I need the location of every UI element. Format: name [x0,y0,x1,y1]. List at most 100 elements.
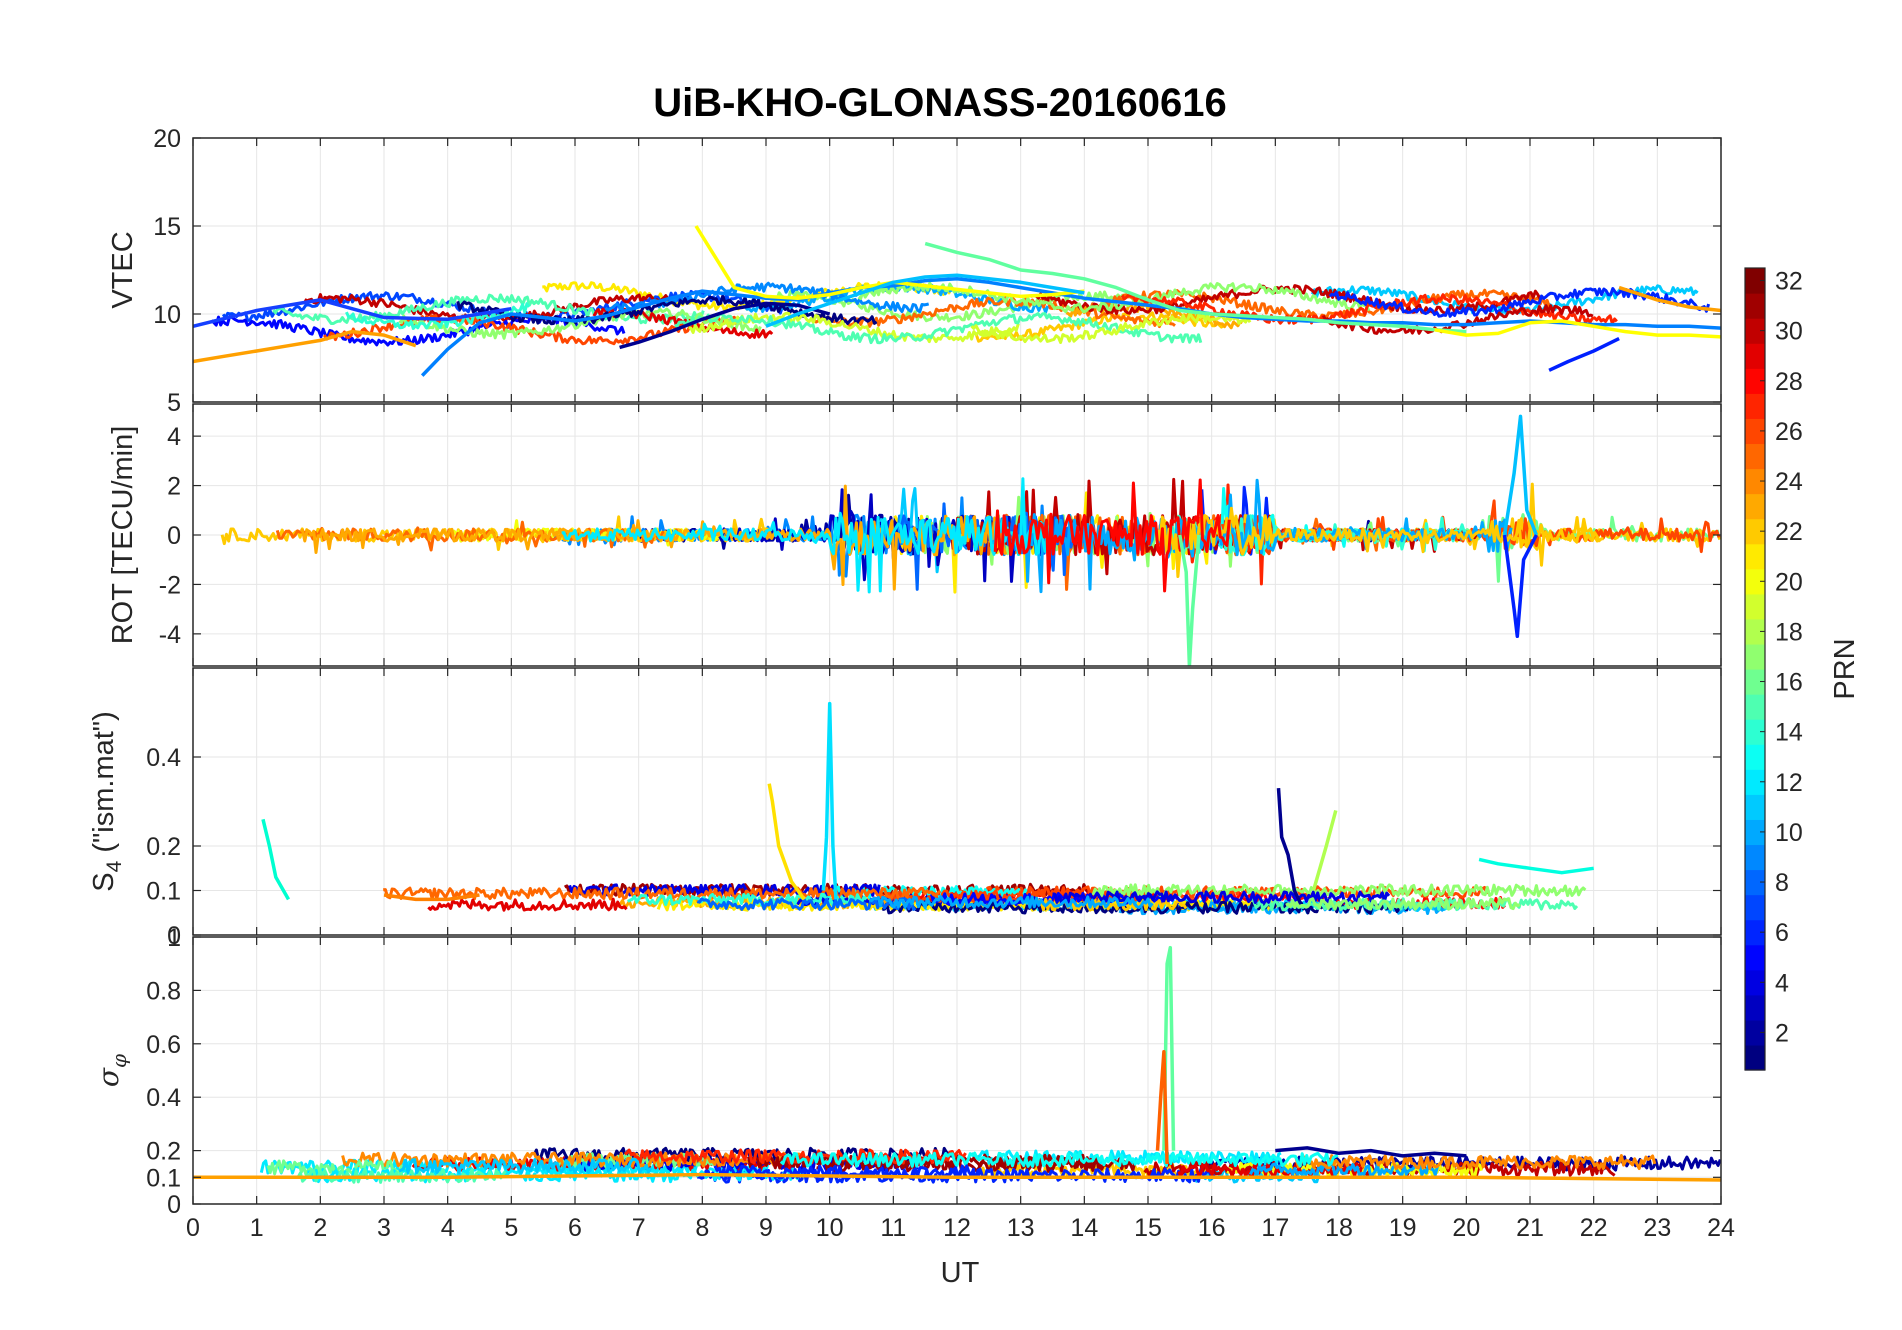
series-line [1478,857,1594,875]
series-line [1618,285,1721,313]
data-area [193,225,1721,377]
trace-line [561,477,1049,594]
colorbar-segment [1745,393,1765,419]
x-tick-label: 15 [1134,1214,1162,1242]
panel-vtec: 5 10 15 20 VTEC [107,125,1722,417]
x-tick-label: 24 [1707,1214,1735,1242]
series-line [1502,414,1539,536]
trace-line [623,1148,967,1165]
x-axis-label: UT [941,1257,980,1289]
series-line [1275,1146,1467,1158]
trace-line [974,311,1225,343]
colorbar-tick-label: 20 [1775,568,1803,596]
colorbar-segment [1745,368,1765,394]
trace-line [1156,482,1604,578]
y-tick-label: 10 [153,301,181,329]
colorbar-segment [1745,794,1765,820]
colorbar-segment [1745,844,1765,871]
x-tick-label: 18 [1325,1214,1353,1242]
trace-line [398,307,762,340]
y-tick-label: 15 [153,213,181,241]
x-tick-label: 1 [250,1214,264,1242]
x-tick-label: 2 [313,1214,327,1242]
x-tick-label: 16 [1198,1214,1226,1242]
colorbar-segment [1745,1044,1765,1071]
y-tick-label: 5 [167,389,181,417]
x-tick-labels: 0 1 2 3 4 5 6 7 8 9 10 11 12 13 14 15 16 17 18 19 20 21 22 23 24 [186,1214,1735,1242]
colorbar-segment [1745,468,1765,495]
data-area [193,945,1721,1184]
colorbar-segment [1745,944,1765,971]
y-tick-label: 20 [153,125,181,153]
colorbar-segment [1745,894,1765,921]
colorbar-segment [1745,869,1765,896]
series-line [1276,787,1303,905]
trace-line [811,295,1176,329]
trace-line [869,895,1154,910]
x-tick-label: 22 [1580,1214,1608,1242]
colorbar-tick-label: 16 [1775,669,1803,697]
colorbar-segment [1745,543,1765,570]
panel-s4: 0 0.1 0.2 0.4 S4 ("ism.mat") [88,667,1722,950]
series-line [767,783,806,901]
colorbar-segment [1745,769,1765,795]
x-tick-label: 5 [504,1214,518,1242]
x-tick-label: 8 [695,1214,709,1242]
y-tick-label: 0.4 [146,744,181,772]
x-tick-label: 20 [1452,1214,1480,1242]
colorbar-segment [1745,919,1765,946]
x-tick-label: 13 [1007,1214,1035,1242]
x-tick-label: 4 [441,1214,455,1242]
x-tick-label: 14 [1070,1214,1098,1242]
colorbar-tick-label: 14 [1775,719,1803,747]
series-line [383,893,480,902]
colorbar-tick-label: 28 [1775,368,1803,396]
colorbar-tick-label: 12 [1775,769,1803,797]
y-tick-label: 0.1 [146,878,181,906]
colorbar-segment [1745,819,1765,846]
colorbar-segment [1745,694,1765,720]
trace-line [1073,288,1553,321]
colorbar-segment [1745,744,1765,770]
series-line [1155,1050,1169,1165]
series-line [821,701,838,900]
colorbar-segment [1745,343,1765,369]
trace-line [1091,883,1587,898]
x-tick-label: 9 [759,1214,773,1242]
colorbar-segment [1745,669,1765,695]
y-tick-label: 0.2 [146,833,181,861]
colorbar-segment [1745,593,1765,620]
y-tick-label: 0.1 [146,1164,181,1192]
y-tick-label: 0.8 [146,977,181,1005]
y-axis-label: S4 ("ism.mat") [88,711,126,892]
series-line [619,301,831,350]
x-tick-label: 21 [1516,1214,1544,1242]
trace-line [674,312,1203,345]
colorbar-segment [1745,318,1765,344]
y-tick-label: -4 [159,621,181,649]
trace-line [1285,896,1521,911]
x-tick-label: 6 [568,1214,582,1242]
series-line [1434,319,1721,339]
colorbar-segment [1745,518,1765,545]
colorbar-label: PRN [1829,638,1861,699]
colorbar-tick-label: 24 [1775,468,1803,496]
colorbar-segment [1745,293,1765,319]
y-tick-label: -2 [159,571,181,599]
y-tick-label: 0.6 [146,1031,181,1059]
trace-line [1052,890,1391,905]
colorbar-segment [1745,493,1765,520]
colorbar-tick-label: 6 [1775,919,1789,947]
colorbar-tick-label: 26 [1775,418,1803,446]
y-axis-label: ROT [TECU/min] [107,426,139,645]
x-tick-label: 19 [1389,1214,1417,1242]
colorbar-segment [1745,568,1765,595]
colorbar-tick-label: 10 [1775,819,1803,847]
y-tick-label: 2 [167,473,181,501]
colorbar-segment [1745,719,1765,745]
series-line [420,277,1721,377]
colorbar-segment [1745,994,1765,1021]
x-tick-label: 7 [632,1214,646,1242]
colorbar-segment [1745,443,1765,470]
trace-line [427,897,628,912]
